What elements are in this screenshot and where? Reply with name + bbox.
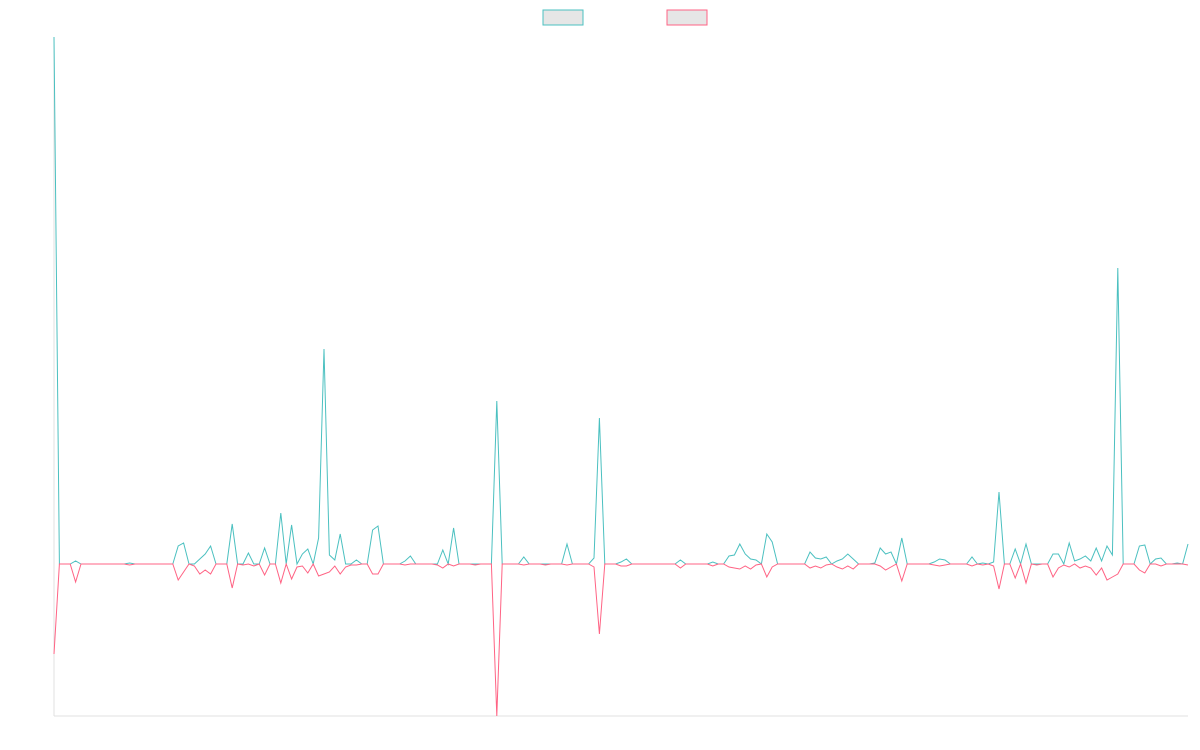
legend-swatch[interactable]: [542, 9, 584, 26]
legend-swatch[interactable]: [666, 9, 708, 26]
line: [53, 36, 1189, 566]
line: [53, 562, 1189, 717]
